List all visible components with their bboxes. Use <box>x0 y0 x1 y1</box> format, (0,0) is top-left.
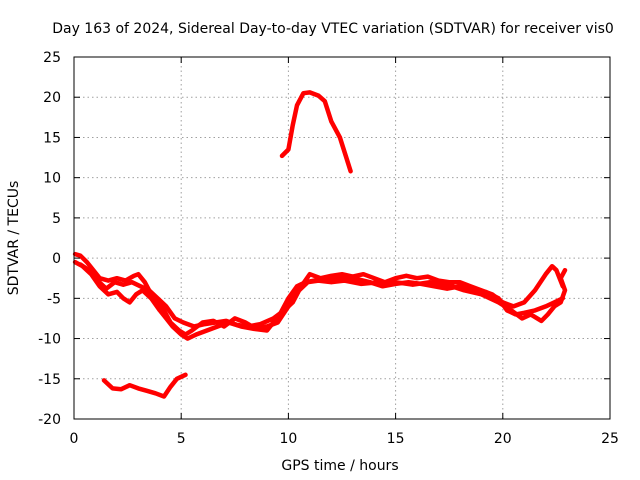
y-tick-label: 15 <box>43 130 61 146</box>
series-track-night <box>101 372 188 399</box>
y-tick-label: -20 <box>38 412 61 428</box>
y-tick-label: 5 <box>52 211 61 227</box>
y-tick-label: 10 <box>43 171 61 187</box>
grid-layer <box>74 57 610 419</box>
y-tick-label: 25 <box>43 50 61 66</box>
chart-title: Day 163 of 2024, Sidereal Day-to-day VTE… <box>52 21 614 37</box>
y-tick-labels: -20 -15 -10 -5 0 5 10 15 20 25 <box>38 50 61 428</box>
x-tick-label: 20 <box>494 431 512 447</box>
x-tick-labels: 0 5 10 15 20 25 <box>70 431 619 447</box>
series-track-peak <box>279 90 353 174</box>
x-axis-label: GPS time / hours <box>281 458 398 474</box>
y-tick-label: -10 <box>38 332 61 348</box>
plot-frame <box>73 56 611 420</box>
y-tick-label: -15 <box>38 372 61 388</box>
tick-layer <box>73 56 611 420</box>
y-tick-label: -5 <box>47 291 61 307</box>
y-axis-label: SDTVAR / TECUs <box>6 181 22 296</box>
y-tick-label: 0 <box>52 251 61 267</box>
x-tick-label: 25 <box>601 431 619 447</box>
series-layer <box>72 90 568 399</box>
x-tick-label: 0 <box>70 431 79 447</box>
series-track-main-c <box>78 262 568 329</box>
x-tick-label: 15 <box>387 431 405 447</box>
x-tick-label: 10 <box>279 431 297 447</box>
y-tick-label: 20 <box>43 90 61 106</box>
x-tick-label: 5 <box>177 431 186 447</box>
series-track-main-b <box>72 259 566 341</box>
